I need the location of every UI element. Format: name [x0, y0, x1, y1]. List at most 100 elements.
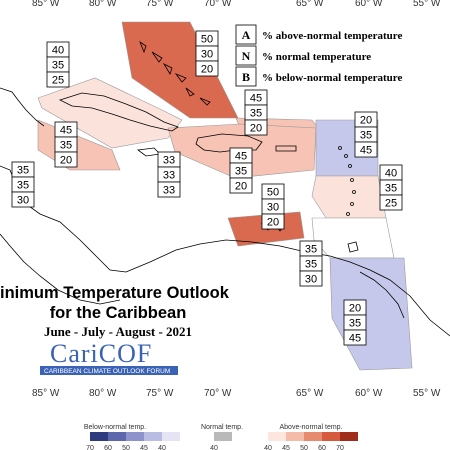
probability-box-belize-east: 45 35 20: [54, 121, 78, 168]
zone-bahamas: [121, 21, 239, 119]
probability-normal: 35: [235, 166, 247, 178]
scale-above-value: 40: [264, 445, 272, 450]
scale-above-swatch: [286, 432, 304, 441]
scale-below-value: 40: [158, 445, 166, 450]
probability-box-cuba: 40 35 25: [46, 41, 70, 88]
lon-label: 85° W: [32, 388, 60, 399]
probability-box-trinidad-venezuela: 35 35 30: [299, 240, 323, 287]
scale-normal-swatch: [214, 432, 232, 441]
florida-coast: [0, 87, 45, 127]
probability-above: 35: [17, 165, 29, 177]
probability-below: 20: [250, 123, 262, 135]
scale-below-value: 60: [104, 445, 112, 450]
guianas-coast: [359, 271, 405, 319]
lesser-antilles: [338, 146, 356, 216]
scale-above-value: 60: [318, 445, 326, 450]
probability-box-turks-caicos: 45 35 20: [244, 89, 268, 136]
lon-label: 60° W: [355, 0, 383, 9]
map-title: inimum Temperature Outlook for the Carib…: [0, 284, 230, 339]
probability-above: 20: [360, 115, 372, 127]
probability-normal: 30: [201, 49, 213, 61]
probability-normal: 30: [267, 202, 279, 214]
probability-cell: [343, 329, 367, 346]
bahamas-islands: [139, 40, 211, 106]
probability-cell: [261, 213, 285, 230]
probability-cell: [46, 71, 70, 88]
caricof-logo: CariCOF CARIBBEAN CLIMATE OUTLOOK FORUM: [40, 339, 178, 375]
probability-cell: [244, 119, 268, 136]
probability-normal: 35: [52, 60, 64, 72]
scale-below-value: 45: [140, 445, 148, 450]
probability-below: 30: [305, 274, 317, 286]
probability-cell: [354, 141, 378, 158]
probability-cell: [54, 151, 78, 168]
probability-above: 45: [250, 93, 262, 105]
cuba-island: [58, 92, 179, 132]
probability-normal: 35: [305, 259, 317, 271]
probability-box-leeward-islands: 20 35 45: [354, 111, 378, 158]
legend-text-below: % below-normal temperature: [262, 72, 402, 84]
probability-cell: [229, 177, 253, 194]
probability-normal: 35: [385, 183, 397, 195]
legend-key-n: N: [242, 49, 251, 63]
longitude-labels-bottom: 85° W 80° W 75° W 70° W 65° W 60° W 55° …: [32, 388, 441, 399]
scale-below-swatch: [126, 432, 144, 441]
probability-above: 45: [235, 151, 247, 163]
probability-box-windward-islands: 40 35 25: [379, 164, 403, 211]
probability-cell: [11, 191, 35, 208]
scale-below-swatch: [90, 432, 108, 441]
probability-below: 25: [52, 75, 64, 87]
scale-label-normal: Normal temp.: [201, 424, 243, 431]
probability-normal: 33: [163, 170, 175, 182]
scale-above-value: 70: [336, 445, 344, 450]
probability-above: 50: [267, 187, 279, 199]
probability-below: 20: [235, 181, 247, 193]
legend-key-box: [235, 45, 257, 66]
probability-below: 25: [385, 198, 397, 210]
probability-cell: [157, 181, 181, 198]
zone-guianas: [329, 257, 413, 371]
probability-below: 30: [17, 195, 29, 207]
probability-box-cayman-jamaica: 33 33 33: [157, 151, 181, 198]
trinidad-island: [347, 241, 359, 253]
zone-trinidad-venezuela: [311, 217, 395, 259]
scale-below-value: 50: [122, 445, 130, 450]
legend: A % above-normal temperature N % normal …: [235, 24, 402, 87]
title-line-1: inimum Temperature Outlook: [0, 284, 230, 302]
lon-label: 55° W: [413, 388, 441, 399]
probability-cell: [195, 60, 219, 77]
probability-below: 20: [60, 155, 72, 167]
probability-box-bahamas: 50 30 20: [195, 30, 219, 77]
scale-above-swatch: [322, 432, 340, 441]
logo-wordmark: CariCOF: [50, 339, 152, 368]
jamaica-island: [136, 147, 161, 157]
scale-above-swatch: [340, 432, 358, 441]
probability-box-guianas: 20 35 45: [343, 299, 367, 346]
legend-key-a: A: [242, 28, 251, 42]
scale-normal-value: 40: [210, 445, 218, 450]
scale-below-swatch: [162, 432, 180, 441]
scale-label-below: Below-normal temp.: [84, 424, 146, 431]
scale-label-above: Above-normal temp.: [279, 424, 342, 431]
lon-label: 60° W: [355, 388, 383, 399]
probability-normal: 35: [349, 318, 361, 330]
probability-above: 40: [52, 45, 64, 57]
lon-label: 70° W: [204, 388, 232, 399]
lon-label: 75° W: [146, 388, 174, 399]
logo-subtitle: CARIBBEAN CLIMATE OUTLOOK FORUM: [44, 368, 170, 375]
probability-box-abc-islands: 50 30 20: [261, 183, 285, 230]
legend-key-box: [235, 24, 257, 45]
scale-above-value: 45: [282, 445, 290, 450]
scale-above-swatch: [268, 432, 286, 441]
probability-below: 33: [163, 185, 175, 197]
probability-above: 50: [201, 34, 213, 46]
color-scale: Below-normal temp. Normal temp. Above-no…: [84, 424, 358, 450]
lon-label: 65° W: [296, 0, 324, 9]
probability-below: 20: [267, 217, 279, 229]
probability-above: 40: [385, 168, 397, 180]
probability-box-hispaniola: 45 35 20: [229, 147, 253, 194]
legend-text-above: % above-normal temperature: [262, 30, 402, 42]
probability-normal: 35: [60, 140, 72, 152]
lon-label: 65° W: [296, 388, 324, 399]
